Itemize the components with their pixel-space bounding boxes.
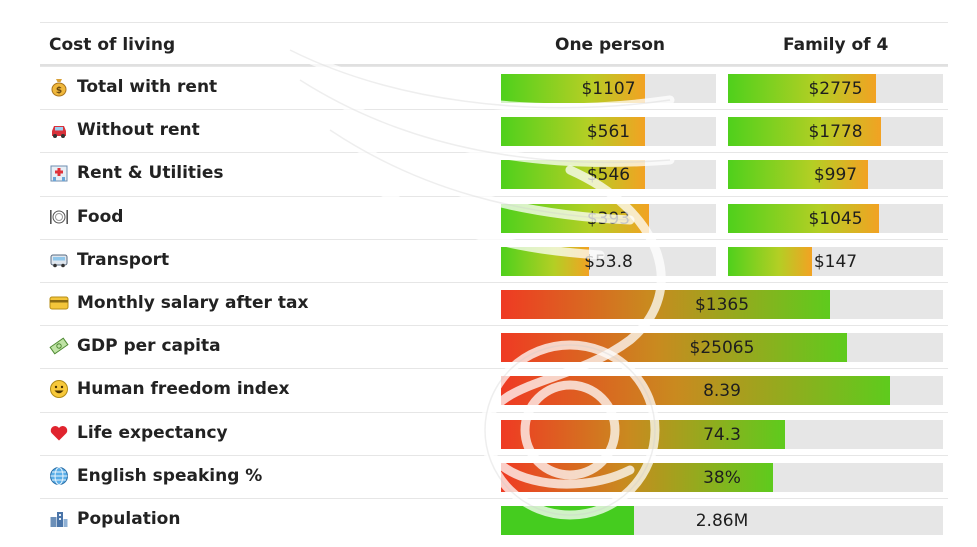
bar-indicator-track: 8.39 [501,376,943,406]
table-row: Without rent $561 $1778 [40,109,948,152]
row-label: GDP per capita [49,336,221,356]
row-label: Human freedom index [49,379,289,399]
table-row: $ Total with rent $1107 $2775 [40,66,948,109]
hospital-building-icon [49,163,69,183]
table-row: Rent & Utilities $546 $997 [40,152,948,195]
row-label: Without rent [49,120,200,140]
bar-family-of-4-track: $1045 [728,203,943,233]
bar-family-of-4-value: $1045 [808,208,863,229]
money-bag-icon: $ [49,77,69,97]
heart-icon [49,423,69,443]
bar-family-of-4-track: $2775 [728,74,943,103]
row-label-text: Without rent [77,120,200,141]
row-label-text: Human freedom index [77,379,290,400]
header-cost-of-living: Cost of living [49,35,176,55]
bar-family-of-4-value: $2775 [808,79,863,99]
row-label-text: GDP per capita [77,336,221,357]
bar-family-of-4-fill [728,160,868,190]
money-bill-icon [49,336,69,356]
table-row: English speaking % 38% [40,454,948,498]
row-label: Rent & Utilities [49,163,224,183]
table-row: Monthly salary after tax $1365 [40,281,948,325]
row-label: Food [49,207,123,227]
bar-indicator-track: 38% [501,462,943,492]
row-label: Life expectancy [49,423,228,443]
bar-one-person-value: $546 [586,165,631,186]
bar-family-of-4-track: $1778 [728,117,943,147]
table-body: $ Total with rent $1107 $2775 Without rent $5… [40,66,948,541]
bar-indicator-track: $1365 [501,289,943,319]
bar-one-person-value: $561 [586,122,631,143]
row-label-text: Total with rent [77,77,218,97]
bar-indicator-value: $25065 [689,338,755,359]
bar-one-person-track: $546 [501,160,716,190]
header-one-person: One person [555,35,665,55]
bar-one-person-value: $393 [586,208,631,229]
row-label: Monthly salary after tax [49,293,308,313]
row-label: English speaking % [49,466,262,486]
globe-icon [49,466,69,486]
bar-family-of-4-fill [728,246,812,276]
plate-cutlery-icon [49,207,69,227]
bar-indicator-value: 2.86M [695,510,749,531]
cost-of-living-table: Cost of living One person Family of 4 $ T… [40,22,948,541]
bar-family-of-4-value: $147 [813,251,858,272]
row-label: Transport [49,250,169,270]
bar-indicator-track: $25065 [501,333,943,363]
bar-indicator-value: 8.39 [703,381,741,402]
row-label-text: Population [77,508,181,529]
bar-family-of-4-fill [728,203,879,233]
bus-icon [49,250,69,270]
bar-indicator-value: 74.3 [703,424,741,445]
table-row: GDP per capita $25065 [40,325,948,368]
row-label: $ Total with rent [49,77,217,97]
table-row: Transport $53.8 $147 [40,238,948,282]
svg-text:$: $ [56,86,62,96]
smiley-icon [49,379,69,399]
table-row: Human freedom index 8.39 [40,368,948,411]
bar-family-of-4-fill [728,74,877,103]
table-row: Life expectancy 74.3 [40,411,948,455]
bar-one-person-track: $1107 [501,74,716,103]
table-row: Population 2.86M [40,497,948,541]
row-label-text: Life expectancy [77,422,228,443]
car-icon [49,120,69,140]
row-label-text: Transport [77,249,170,270]
bar-one-person-value: $1107 [581,79,636,99]
bar-indicator-track: 2.86M [501,505,943,535]
table-row: Food $393 $1045 [40,195,948,239]
bar-indicator-value: $1365 [694,294,750,315]
header-family-of-4: Family of 4 [783,35,889,55]
bar-one-person-value: $53.8 [584,251,633,272]
row-label-text: English speaking % [77,465,263,486]
bar-one-person-track: $561 [501,117,716,147]
bar-family-of-4-value: $997 [813,165,858,186]
row-label-text: Monthly salary after tax [77,292,309,313]
row-label-text: Rent & Utilities [77,163,224,184]
row-label: Population [49,509,180,529]
bar-family-of-4-value: $1778 [808,122,863,143]
buildings-icon [49,509,69,529]
bar-indicator-value: 38% [703,467,741,488]
credit-card-icon [49,293,69,313]
bar-family-of-4-track: $147 [728,246,943,276]
table-header: Cost of living One person Family of 4 [40,22,948,66]
bar-indicator-track: 74.3 [501,419,943,449]
bar-one-person-track: $393 [501,203,716,233]
bar-family-of-4-fill [728,117,881,147]
bar-one-person-track: $53.8 [501,246,716,276]
bar-family-of-4-track: $997 [728,160,943,190]
row-label-text: Food [77,206,124,227]
